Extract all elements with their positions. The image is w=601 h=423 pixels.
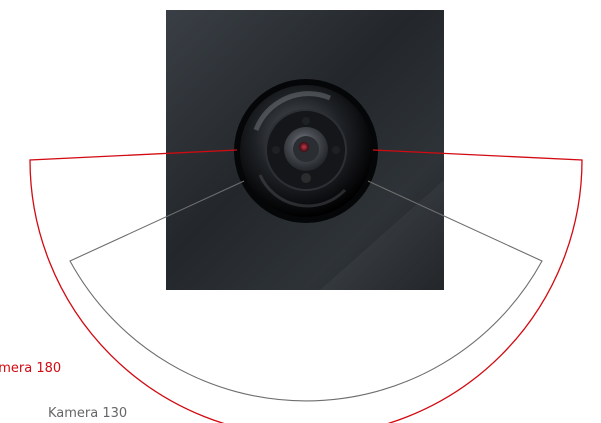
panel-sheen	[320, 180, 444, 290]
ir-led-icon	[332, 146, 340, 154]
kamera-180-outline	[29, 149, 583, 423]
camera-sensor-icon	[299, 142, 309, 152]
kamera-130-label: Kamera 130	[48, 406, 127, 421]
kamera-180-label: Kamera 180	[0, 361, 61, 376]
ir-led-icon	[302, 117, 310, 125]
lens-reflection	[253, 91, 331, 131]
kamera-130-outline	[69, 180, 543, 402]
ir-led-icon	[301, 173, 311, 183]
ir-led-icon	[272, 146, 280, 154]
camera-module	[166, 10, 444, 290]
lens-reflection-lower	[258, 174, 347, 208]
